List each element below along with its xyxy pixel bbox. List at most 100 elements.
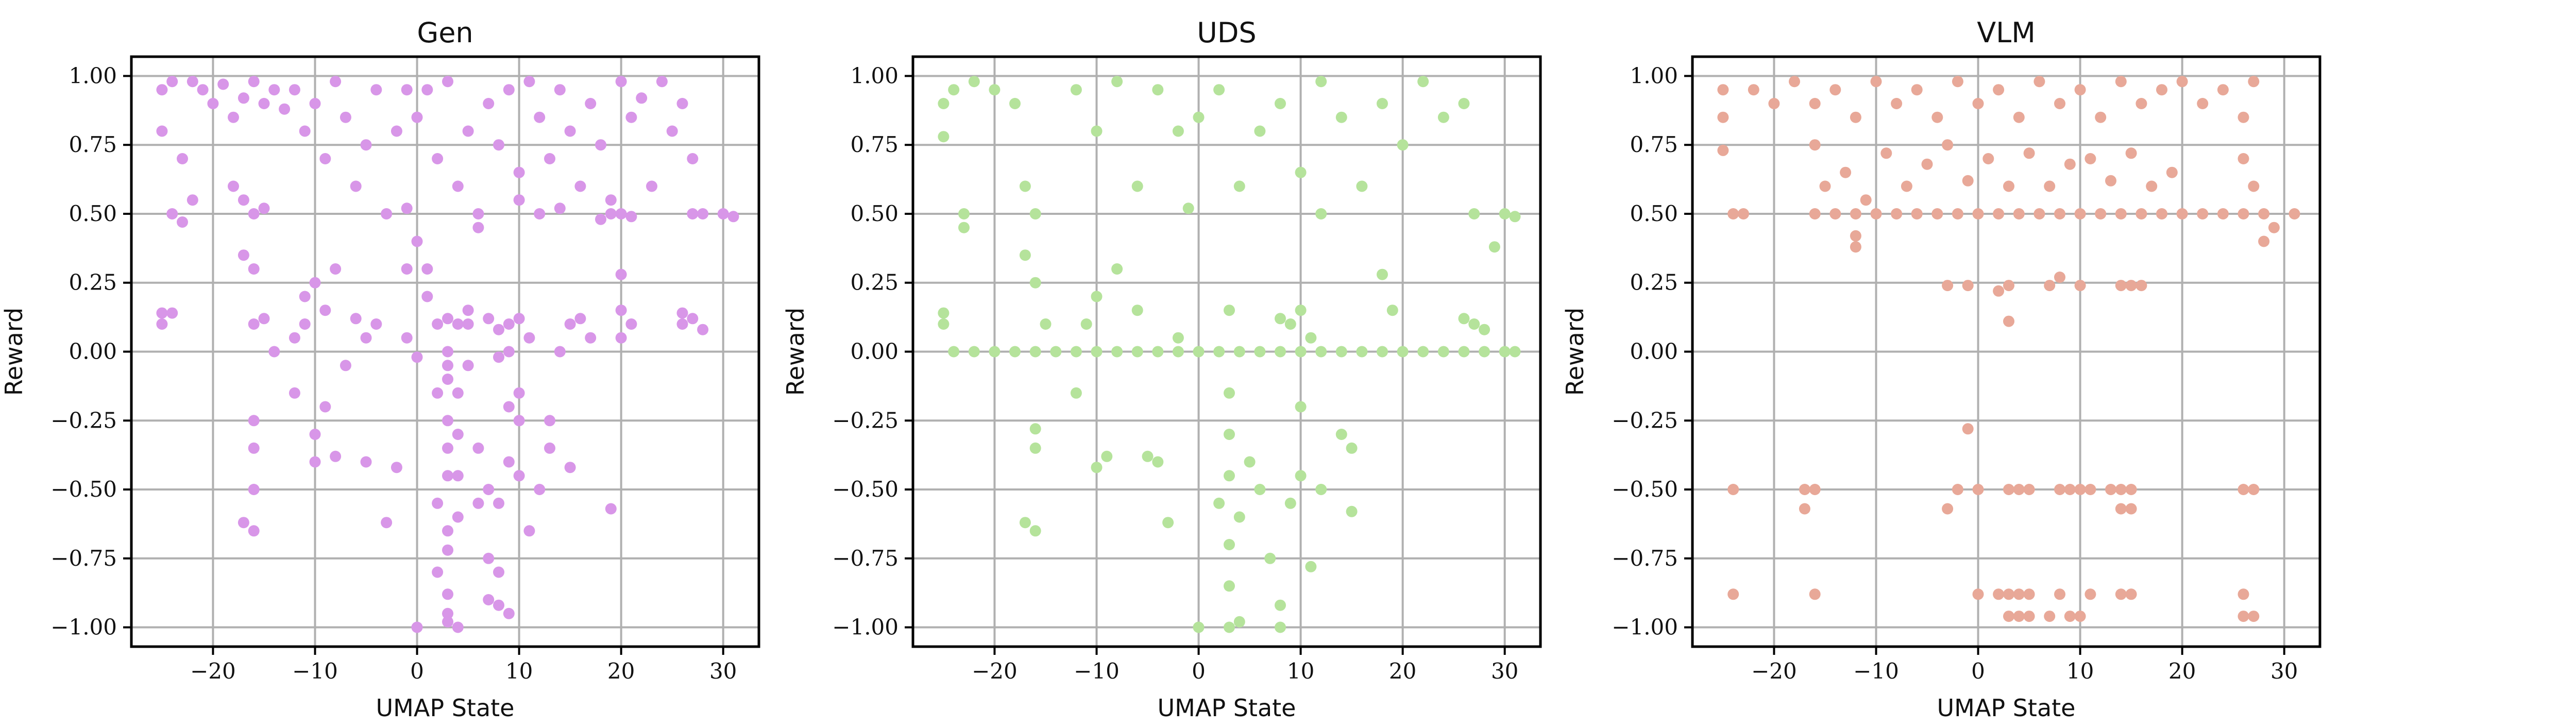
data-point	[1346, 505, 1358, 517]
data-point	[493, 324, 504, 335]
data-point	[360, 332, 372, 344]
data-point	[1397, 346, 1409, 358]
y-tick-label: 0.00	[850, 339, 899, 364]
data-point	[1091, 346, 1103, 358]
data-point	[1499, 208, 1511, 219]
data-point	[2268, 222, 2280, 233]
data-point	[513, 470, 525, 482]
data-point	[1111, 346, 1123, 358]
data-point	[2238, 153, 2249, 164]
data-point	[2238, 484, 2249, 495]
data-point	[656, 76, 668, 88]
data-point	[2136, 208, 2147, 219]
data-point	[1335, 429, 1347, 440]
data-point	[2248, 611, 2260, 622]
data-point	[2105, 175, 2116, 187]
data-point	[1860, 194, 1872, 206]
data-point	[238, 194, 249, 206]
data-point	[1891, 208, 1903, 219]
data-point	[401, 202, 413, 214]
data-point	[452, 621, 464, 633]
data-point	[2125, 588, 2137, 600]
chart-title: VLM	[1977, 16, 2036, 49]
data-point	[503, 456, 515, 468]
data-point	[1009, 98, 1021, 109]
data-point	[289, 332, 300, 344]
data-point	[1468, 208, 1480, 219]
data-point	[217, 78, 229, 90]
data-point	[177, 153, 188, 164]
data-point	[1305, 561, 1317, 572]
data-point	[2166, 166, 2178, 178]
data-point	[442, 588, 453, 600]
data-point	[483, 98, 495, 109]
data-point	[2176, 208, 2188, 219]
data-point	[483, 552, 495, 564]
data-point	[472, 442, 484, 454]
data-point	[289, 387, 300, 399]
data-point	[452, 470, 464, 482]
data-point	[452, 180, 464, 192]
data-point	[1224, 429, 1235, 440]
data-point	[1850, 230, 1861, 242]
data-point	[238, 517, 249, 529]
data-point	[2013, 111, 2025, 123]
x-tick-label: 0	[1971, 658, 1985, 684]
data-point	[1458, 346, 1470, 358]
data-point	[2054, 208, 2065, 219]
data-point	[1213, 346, 1225, 358]
data-point	[1182, 202, 1194, 214]
data-point	[1029, 277, 1041, 289]
data-point	[483, 484, 495, 495]
data-point	[370, 84, 382, 96]
data-point	[2023, 611, 2035, 622]
data-point	[1397, 139, 1409, 151]
data-point	[421, 263, 433, 275]
data-point	[2125, 280, 2137, 292]
data-point	[1224, 305, 1235, 316]
data-point	[534, 484, 546, 495]
data-point	[605, 208, 617, 219]
data-point	[1346, 442, 1358, 454]
data-point	[340, 360, 351, 371]
data-point	[585, 332, 597, 344]
x-tick-label: 10	[2066, 658, 2094, 684]
data-point	[958, 222, 970, 233]
data-point	[687, 313, 699, 325]
data-point	[2074, 484, 2086, 495]
data-point	[1727, 588, 1739, 600]
data-point	[1789, 76, 1800, 88]
data-point	[2248, 76, 2260, 88]
data-point	[1233, 180, 1245, 192]
data-point	[472, 208, 484, 219]
y-tick-label: 0.00	[69, 339, 117, 364]
data-point	[442, 616, 453, 628]
data-point	[2003, 180, 2014, 192]
data-point	[2095, 208, 2107, 219]
data-point	[2238, 208, 2249, 219]
x-tick-label: 20	[607, 658, 635, 684]
data-point	[452, 511, 464, 523]
data-point	[544, 415, 555, 427]
data-point	[1224, 470, 1235, 482]
chart-panel-uds: −20 −10 0 10 20 30 1.00 0.75 0.50 0.25 0.00 −0.25 −0…	[782, 16, 1542, 722]
data-point	[187, 76, 198, 88]
x-tick-label: 10	[505, 658, 533, 684]
data-point	[1172, 125, 1184, 137]
data-point	[2176, 76, 2188, 88]
data-point	[1809, 208, 1821, 219]
x-tick-label: −20	[190, 658, 236, 684]
data-point	[1019, 249, 1031, 261]
data-point	[2095, 111, 2107, 123]
data-point	[625, 318, 637, 330]
data-point	[1224, 387, 1235, 399]
data-point	[1070, 387, 1082, 399]
data-point	[1142, 450, 1154, 462]
data-point	[1335, 346, 1347, 358]
data-point	[1819, 180, 1831, 192]
data-point	[2115, 76, 2127, 88]
data-point	[503, 346, 515, 358]
data-point	[1080, 318, 1092, 330]
data-point	[1091, 462, 1103, 474]
data-point	[2054, 588, 2065, 600]
